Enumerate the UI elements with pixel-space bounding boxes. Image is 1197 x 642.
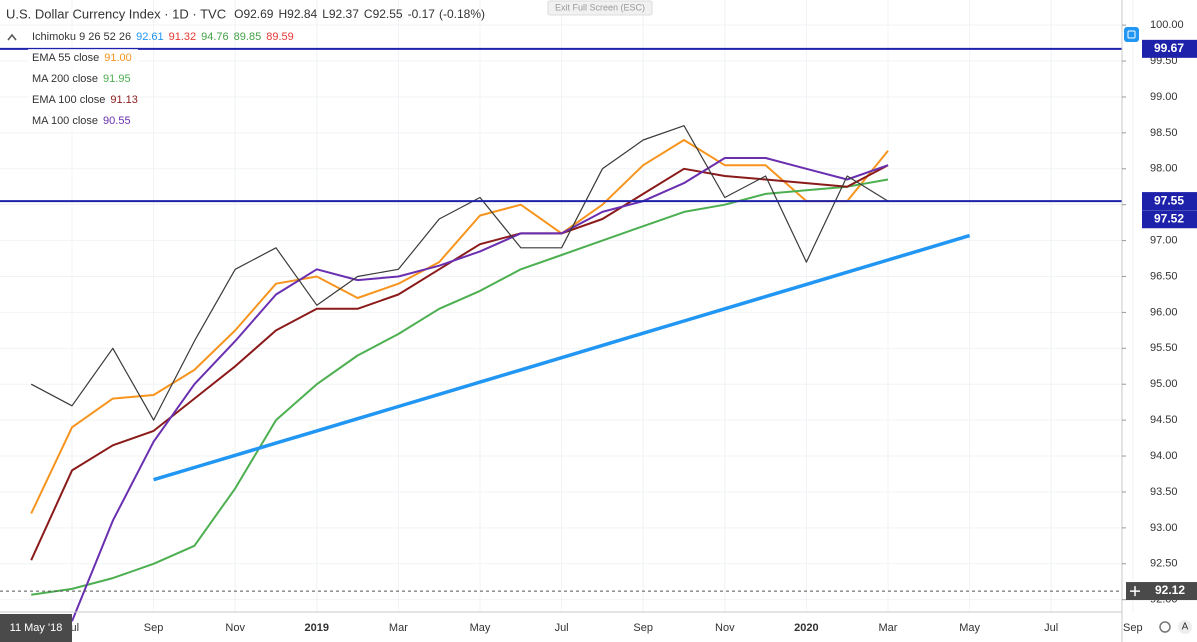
x-tick-label: May — [959, 622, 980, 634]
legend-bg — [28, 112, 138, 130]
collapse-icon — [7, 33, 17, 41]
trend-line — [153, 233, 971, 482]
x-tick-label: May — [470, 622, 491, 634]
level-label-box — [1142, 39, 1197, 58]
x-tick-label: Sep — [144, 622, 164, 634]
ma-line — [31, 178, 889, 596]
exit-fullscreen-label: Exit Full Screen (ESC) — [555, 2, 645, 12]
settings-button[interactable] — [1159, 621, 1171, 633]
x-tick-label: Mar — [389, 622, 408, 634]
ma-line — [30, 139, 889, 514]
y-tick-label: 100.00 — [1150, 19, 1184, 31]
chart-title: U.S. Dollar Currency Index · 1D · TVC — [6, 6, 226, 21]
auto-scale-label: A — [1182, 622, 1189, 633]
y-tick-label: 99.50 — [1150, 55, 1178, 67]
x-tick-label: Nov — [225, 622, 245, 634]
legend-value: 91.13 — [110, 94, 138, 106]
x-tick-label: Mar — [879, 622, 898, 634]
x-tick-label: Jul — [555, 622, 569, 634]
y-tick-label: 97.00 — [1150, 234, 1178, 246]
y-tick-label: 96.50 — [1150, 270, 1178, 282]
x-tick-label: 2019 — [305, 622, 329, 634]
crosshair-plus — [1130, 586, 1140, 597]
grid — [0, 0, 1134, 612]
x-tick-label: 2020 — [794, 622, 818, 634]
sync-button[interactable] — [1124, 27, 1139, 42]
ohlc-key: C — [364, 7, 373, 21]
y-tick-label: 94.50 — [1150, 414, 1178, 426]
level-label-box — [1142, 192, 1197, 211]
exit-fullscreen-button[interactable] — [547, 0, 653, 16]
last-price-label: 97.52 — [1154, 211, 1184, 225]
change: -0.17 — [408, 7, 436, 21]
indicator-value: 94.76 — [201, 31, 229, 43]
x-tick-label: Jul — [1044, 622, 1058, 634]
ohlc-key: O — [234, 7, 243, 21]
ma-line — [30, 164, 889, 561]
legend-value: 90.55 — [103, 115, 131, 127]
level-label: 99.67 — [1154, 41, 1184, 55]
x-tick-label: Nov — [715, 622, 735, 634]
axes: 92.0092.5093.0093.5094.0094.5095.0095.50… — [0, 19, 1197, 642]
crosshair-date-box — [0, 614, 72, 642]
change-pct: (-0.18%) — [439, 7, 485, 21]
legend-name: MA 100 close — [32, 115, 98, 127]
ma-line — [71, 157, 889, 622]
indicator-name: Ichimoku 9 26 52 26 — [32, 31, 131, 43]
y-tick-label: 93.50 — [1150, 486, 1178, 498]
crosshair-date: 11 May '18 — [10, 622, 63, 634]
y-tick-label: 98.50 — [1150, 127, 1178, 139]
indicator-value: 89.59 — [266, 31, 294, 43]
ohlc-value: 92.69 — [243, 7, 273, 21]
legend-value: 91.95 — [103, 73, 131, 85]
level-label: 97.55 — [1154, 193, 1184, 207]
y-tick-label: 92.50 — [1150, 558, 1178, 570]
plot — [0, 47, 1122, 622]
legend-bg — [28, 49, 138, 67]
indicator-value: 92.61 — [136, 31, 164, 43]
ohlc-key: H — [278, 7, 287, 21]
y-tick-label: 95.50 — [1150, 342, 1178, 354]
ohlc-key: L — [322, 7, 329, 21]
last-price-box — [1142, 210, 1197, 229]
ohlc-value: 92.84 — [287, 7, 317, 21]
sync-icon — [1127, 30, 1136, 39]
y-tick-label: 94.00 — [1150, 450, 1178, 462]
crosshair-price-box — [1144, 582, 1197, 601]
auto-scale-button[interactable] — [1178, 620, 1192, 634]
legend-name: EMA 100 close — [32, 94, 105, 106]
y-tick-label: 95.00 — [1150, 378, 1178, 390]
y-tick-label: 98.00 — [1150, 163, 1178, 175]
ohlc-value: 92.37 — [329, 7, 359, 21]
legend-value: 91.00 — [104, 52, 132, 64]
y-tick-label: 99.00 — [1150, 91, 1178, 103]
legend-bg — [28, 91, 138, 109]
x-tick-label: Sep — [1123, 622, 1143, 634]
indicator-value: 89.85 — [234, 31, 262, 43]
indicator-value: 91.32 — [169, 31, 197, 43]
ohlc-value: 92.55 — [373, 7, 403, 21]
price-line — [30, 125, 889, 421]
legend-name: EMA 55 close — [32, 52, 99, 64]
legend-name: MA 200 close — [32, 73, 98, 85]
legend-bg — [28, 70, 138, 88]
x-tick-label: Sep — [633, 622, 653, 634]
y-tick-label: 96.00 — [1150, 306, 1178, 318]
crosshair-price: 92.12 — [1155, 583, 1185, 597]
y-tick-label: 93.00 — [1150, 522, 1178, 534]
